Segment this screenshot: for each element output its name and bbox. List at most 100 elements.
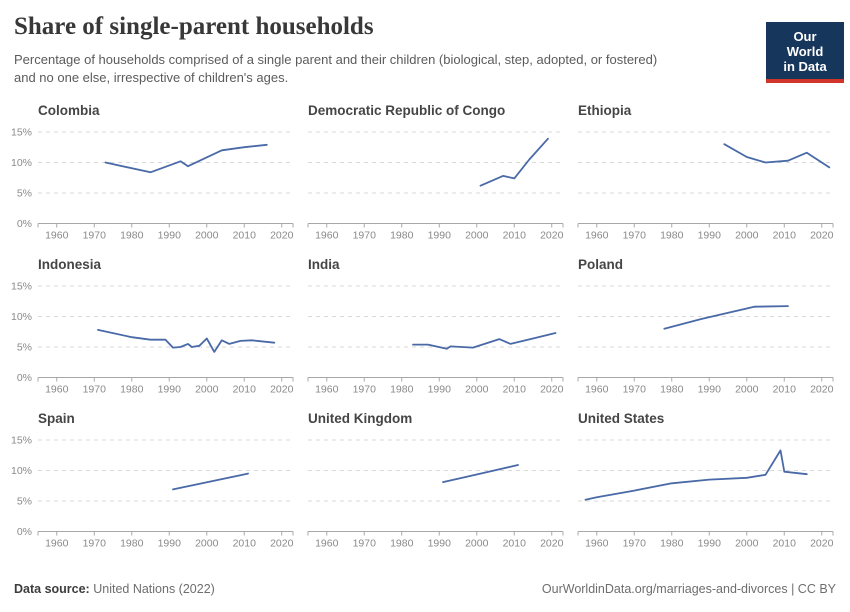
x-tick-label: 1980 — [390, 538, 414, 550]
x-tick-label: 1960 — [45, 538, 69, 550]
y-tick-label: 5% — [17, 496, 32, 508]
line-chart: 1960 1970 1980 1990 2000 2010 2020 — [577, 439, 834, 550]
data-series-line — [97, 329, 276, 353]
x-tick-label: 1990 — [158, 230, 182, 242]
data-series-line — [172, 472, 249, 491]
facet-india: India 1960 1970 1980 1990 2000 2010 2020 — [307, 257, 564, 398]
y-tick-label: 5% — [17, 188, 32, 200]
line-chart: 1960 1970 1980 1990 2000 2010 2020 — [307, 285, 564, 396]
x-tick-label: 2020 — [270, 384, 294, 396]
x-tick-label: 2010 — [503, 538, 527, 550]
facet-title: United States — [578, 411, 665, 426]
data-series-line — [442, 464, 519, 483]
x-tick-label: 2000 — [735, 384, 759, 396]
x-tick-label: 2000 — [465, 230, 489, 242]
x-tick-label: 1990 — [698, 384, 722, 396]
x-tick-label: 1990 — [158, 384, 182, 396]
x-tick-label: 1970 — [353, 384, 377, 396]
x-tick-label: 1960 — [45, 230, 69, 242]
x-tick-label: 2010 — [773, 384, 797, 396]
facet-united-states: United States 1960 1970 1980 1990 2000 2010 20… — [577, 411, 834, 552]
x-tick-label: 2020 — [810, 384, 834, 396]
page-title: Share of single-parent households — [14, 13, 374, 40]
x-tick-label: 1970 — [353, 538, 377, 550]
facet-united-kingdom: United Kingdom 1960 1970 1980 1990 2000 2010 2… — [307, 411, 564, 552]
y-tick-label: 5% — [17, 342, 32, 354]
x-tick-label: 2020 — [810, 230, 834, 242]
data-series-line — [104, 143, 268, 174]
facet-poland: Poland 1960 1970 1980 1990 2000 2010 2020 — [577, 257, 834, 398]
y-tick-label: 15% — [11, 281, 32, 293]
x-tick-label: 1980 — [120, 384, 144, 396]
facet-spain: Spain 1960 1970 1980 1990 2000 2010 2020 0% 5% 10… — [11, 411, 294, 552]
x-tick-label: 2000 — [735, 230, 759, 242]
data-series-line — [663, 305, 789, 330]
subtitle-line-1: Percentage of households comprised of a … — [14, 52, 658, 67]
y-tick-label: 0% — [17, 372, 32, 384]
x-tick-label: 1990 — [428, 230, 452, 242]
x-tick-label: 1960 — [585, 384, 609, 396]
charts-grid: Colombia 1960 1970 1980 1990 2000 2010 2020 0% 5… — [0, 103, 850, 552]
x-tick-label: 2010 — [503, 230, 527, 242]
x-tick-label: 1970 — [623, 384, 647, 396]
x-tick-label: 2010 — [773, 538, 797, 550]
x-tick-label: 2000 — [195, 384, 219, 396]
line-chart: 1960 1970 1980 1990 2000 2010 2020 — [577, 131, 834, 242]
owid-url-license: OurWorldinData.org/marriages-and-divorce… — [541, 582, 836, 596]
x-tick-label: 2010 — [233, 384, 257, 396]
x-tick-label: 1960 — [585, 230, 609, 242]
x-tick-label: 1990 — [428, 538, 452, 550]
owid-logo-line1: Our World — [786, 29, 824, 59]
x-tick-label: 2000 — [195, 230, 219, 242]
x-tick-label: 1960 — [585, 538, 609, 550]
x-tick-label: 1980 — [660, 230, 684, 242]
x-tick-label: 2020 — [270, 538, 294, 550]
x-tick-label: 1990 — [698, 230, 722, 242]
chart-footer: Data source: United Nations (2022) OurWo… — [14, 582, 836, 596]
x-tick-label: 2020 — [810, 538, 834, 550]
data-source-label: Data source: — [14, 582, 90, 596]
data-series-line — [479, 137, 549, 187]
facet-title: Democratic Republic of Congo — [308, 103, 506, 118]
data-series-line — [584, 449, 808, 501]
x-tick-label: 2020 — [270, 230, 294, 242]
y-tick-label: 15% — [11, 435, 32, 447]
x-tick-label: 1990 — [698, 538, 722, 550]
facet-ethiopia: Ethiopia 1960 1970 1980 1990 2000 2010 2020 — [577, 103, 834, 244]
line-chart: 1960 1970 1980 1990 2000 2010 2020 0% 5% 10% 15% — [11, 435, 294, 550]
x-tick-label: 1980 — [120, 230, 144, 242]
x-tick-label: 2020 — [540, 384, 564, 396]
y-tick-label: 0% — [17, 218, 32, 230]
x-tick-label: 2000 — [465, 384, 489, 396]
x-tick-label: 1970 — [83, 384, 107, 396]
x-tick-label: 2010 — [233, 230, 257, 242]
facet-title: United Kingdom — [308, 411, 413, 426]
x-tick-label: 1990 — [158, 538, 182, 550]
facet-title: Poland — [578, 257, 624, 272]
x-tick-label: 2000 — [195, 538, 219, 550]
x-tick-label: 1990 — [428, 384, 452, 396]
line-chart: 1960 1970 1980 1990 2000 2010 2020 0% 5% 10% 15% — [11, 281, 294, 396]
x-tick-label: 1970 — [623, 230, 647, 242]
x-tick-label: 1960 — [45, 384, 69, 396]
x-tick-label: 1960 — [315, 538, 339, 550]
x-tick-label: 2010 — [773, 230, 797, 242]
data-series-line — [723, 143, 831, 169]
facet-colombia: Colombia 1960 1970 1980 1990 2000 2010 2020 0% 5… — [11, 103, 294, 244]
y-tick-label: 10% — [11, 311, 32, 323]
y-tick-label: 15% — [11, 127, 32, 139]
y-tick-label: 0% — [17, 526, 32, 538]
chart-subtitle: Percentage of households comprised of a … — [14, 51, 836, 87]
line-chart: 1960 1970 1980 1990 2000 2010 2020 — [307, 131, 564, 242]
x-tick-label: 2000 — [735, 538, 759, 550]
data-source-note: Data source: United Nations (2022) — [14, 582, 215, 596]
x-tick-label: 2020 — [540, 230, 564, 242]
chart-header: Share of single-parent households Our Wo… — [0, 12, 850, 87]
x-tick-label: 1980 — [390, 230, 414, 242]
facet-title: Indonesia — [38, 257, 102, 272]
x-tick-label: 1980 — [660, 384, 684, 396]
x-tick-label: 1960 — [315, 384, 339, 396]
x-tick-label: 1980 — [660, 538, 684, 550]
x-tick-label: 2010 — [233, 538, 257, 550]
facet-title: Ethiopia — [578, 103, 632, 118]
